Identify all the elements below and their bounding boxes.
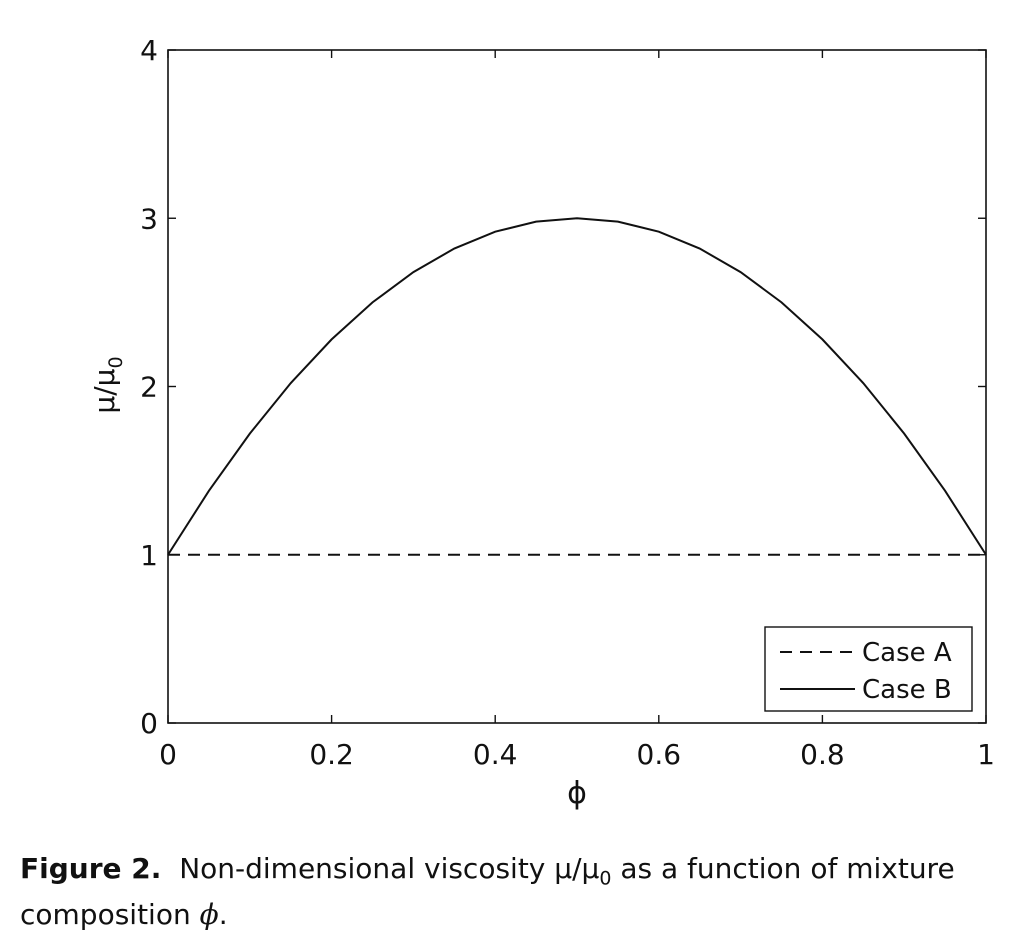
x-tick-label: 0.2 — [309, 738, 354, 771]
series-lines — [167, 217, 987, 556]
caption-text-before: Non-dimensional viscosity — [179, 852, 555, 885]
svg-text:μ/μ0: μ/μ0 — [88, 356, 127, 413]
caption-mu-subscript: 0 — [599, 867, 612, 890]
y-tick-label: 4 — [140, 34, 158, 67]
x-tick-label: 0.8 — [800, 738, 845, 771]
caption-phi: ϕ — [199, 897, 219, 931]
caption-mu-ratio: μ/μ — [554, 852, 600, 885]
legend-label: Case B — [862, 675, 952, 705]
legend-box — [764, 626, 973, 712]
x-tick-label: 0.4 — [473, 738, 518, 771]
y-tick-label: 0 — [140, 707, 158, 740]
axis-ticks: 0 0.2 0.4 0.6 0.8 1 0 1 2 3 4 — [140, 34, 995, 771]
series-line-case-b — [167, 217, 987, 556]
x-axis-label: ϕ — [567, 776, 587, 811]
figure-label: Figure 2. — [20, 852, 162, 885]
y-tick-label: 2 — [140, 371, 158, 404]
x-tick-label: 0.6 — [637, 738, 682, 771]
caption-text-end: . — [218, 897, 228, 931]
x-tick-label: 0 — [159, 738, 177, 771]
y-tick-label: 1 — [140, 539, 158, 572]
plot-axes — [167, 49, 987, 724]
y-tick-label: 3 — [140, 202, 158, 235]
y-axis-label: μ/μ0 — [88, 356, 127, 413]
x-tick-label: 1 — [977, 738, 995, 771]
caption-text-middle: as a function of mixture composition — [20, 852, 955, 931]
legend-label: Case A — [862, 638, 952, 668]
figure-caption: Figure 2. Non-dimensional viscosity μ/μ0… — [20, 851, 990, 933]
legend: Case A Case B — [764, 626, 973, 712]
plot-frame — [167, 49, 987, 724]
y-axis-label-subscript: 0 — [105, 356, 127, 368]
y-axis-label-main: μ/μ — [88, 368, 121, 413]
